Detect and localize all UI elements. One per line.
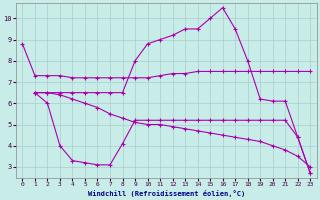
X-axis label: Windchill (Refroidissement éolien,°C): Windchill (Refroidissement éolien,°C) (88, 190, 245, 197)
